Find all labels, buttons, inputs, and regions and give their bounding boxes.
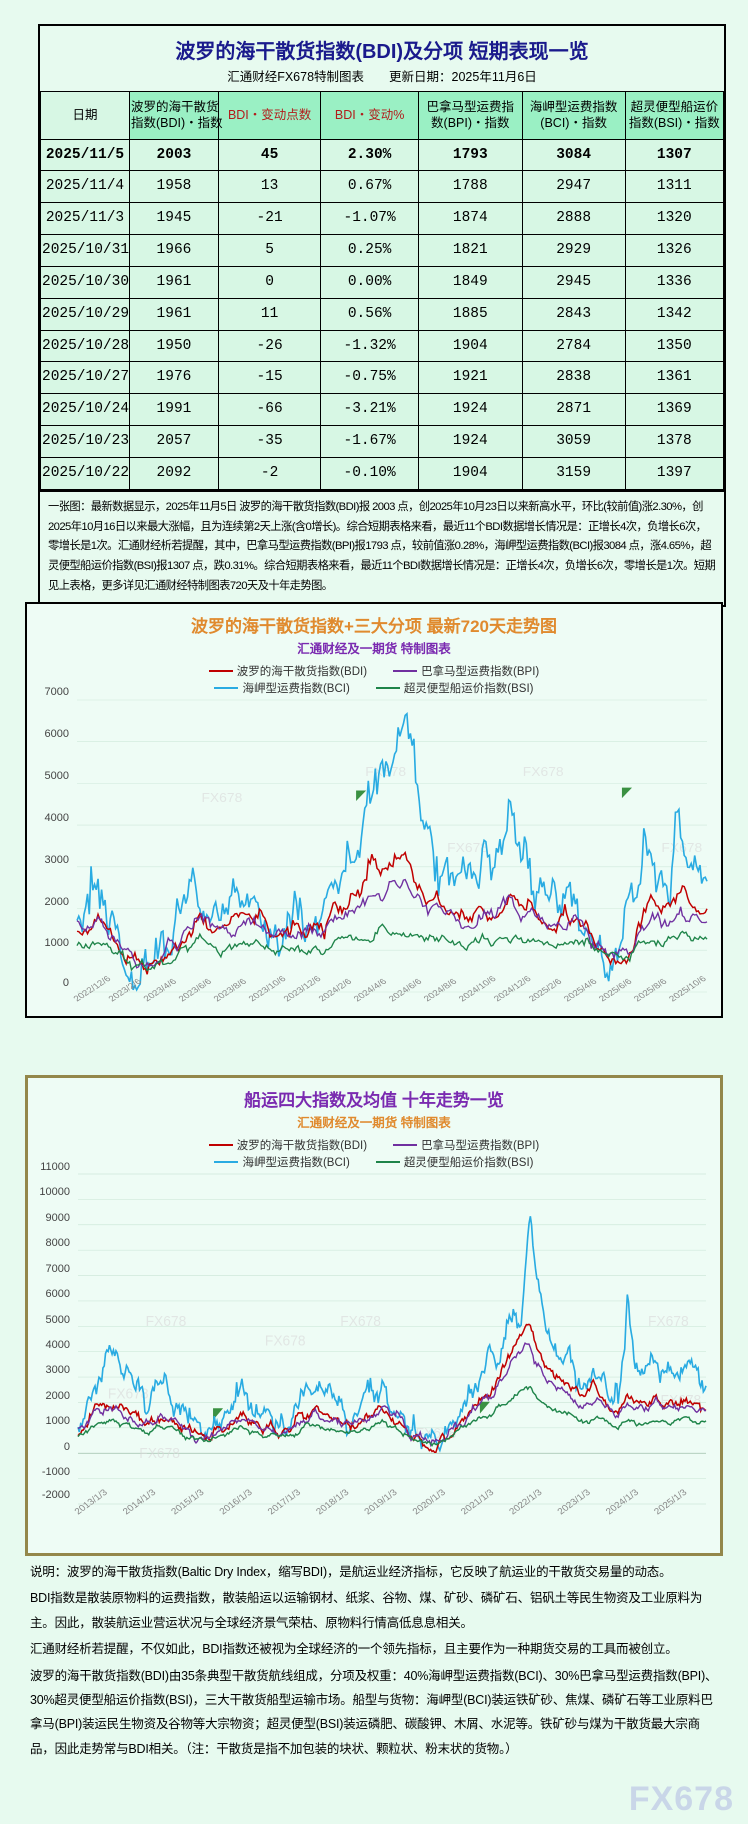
svg-text:FX678: FX678 xyxy=(523,764,564,778)
svg-text:FX678: FX678 xyxy=(648,1314,689,1330)
svg-text:FX678: FX678 xyxy=(139,1446,180,1462)
svg-text:FX678: FX678 xyxy=(146,1314,187,1330)
svg-text:FX678: FX678 xyxy=(340,1314,381,1330)
svg-text:FX678: FX678 xyxy=(265,1333,306,1349)
svg-text:FX678: FX678 xyxy=(201,791,242,805)
